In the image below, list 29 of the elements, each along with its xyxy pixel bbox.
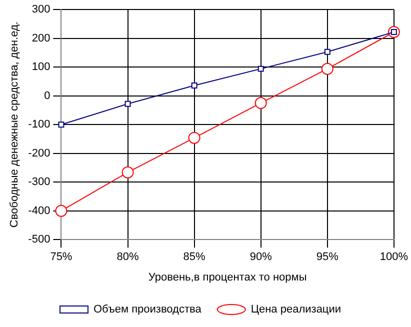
x-tick-label: 80% [116,251,139,264]
x-tick-label: 95% [316,251,339,264]
point [324,48,330,55]
y-tick-label: 100 [32,61,50,74]
point [55,204,68,217]
y-tick-label: 200 [32,32,50,44]
x-tick-label: 85% [183,251,206,264]
legend-label: Цена реализации [250,304,342,316]
point [124,100,131,107]
y-tick-label: -300 [28,176,50,188]
y-tick-label: -400 [28,204,50,217]
x-tick-label: 90% [250,251,272,264]
point [122,166,134,178]
y-tick-label: -200 [28,147,50,160]
point [321,62,334,75]
y-tick-label: -100 [28,118,50,131]
legend-label: Объем производства [93,304,202,316]
x-tick-label: 75% [50,251,72,264]
point [58,122,64,128]
y-tick-label: 0 [44,90,50,102]
y-tick-label: -500 [28,234,50,246]
y-axis-title: Свободные денежные средства, ден.ед. [8,22,21,228]
point [254,97,267,110]
point [188,132,200,144]
point [191,82,198,88]
point [258,66,264,72]
x-tick-label: 100% [380,251,408,264]
x-axis-title: Уровень,в процентах то нормы [148,271,307,284]
y-tick-label: 300 [32,4,50,16]
